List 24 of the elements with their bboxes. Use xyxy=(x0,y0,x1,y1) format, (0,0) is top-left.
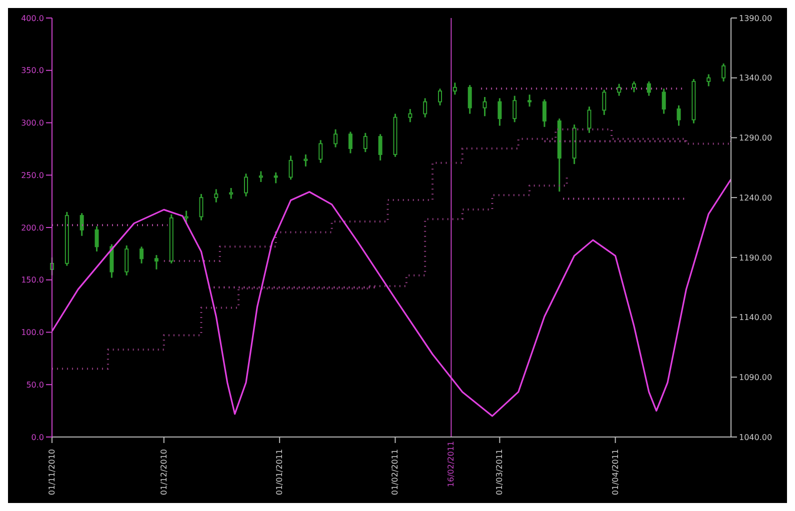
y2-tick-label: 1290.00 xyxy=(739,134,772,143)
y-tick-label: 300.0 xyxy=(21,118,44,128)
y-tick-label: 200.0 xyxy=(21,223,44,232)
x-tick-label: 01/11/2010 xyxy=(48,449,56,496)
y-tick-label: 150.0 xyxy=(21,276,44,285)
y2-tick-label: 1190.00 xyxy=(739,253,772,262)
y2-tick-label: 1340.00 xyxy=(739,74,772,83)
x-tick-label: 01/02/2011 xyxy=(390,449,400,496)
y-tick-label: 400.0 xyxy=(21,14,44,23)
x-tick-label: 01/03/2011 xyxy=(495,449,504,496)
y2-tick-label: 1390.00 xyxy=(739,14,772,23)
x-tick-label: 01/12/2010 xyxy=(159,449,168,496)
y2-tick-label: 1090.00 xyxy=(739,372,772,382)
y2-tick-label: 1140.00 xyxy=(739,313,772,322)
ref-line-label: 16/02/2011 xyxy=(446,441,456,488)
y-tick-label: 250.0 xyxy=(21,170,44,180)
x-tick-label: 01/04/2011 xyxy=(610,449,620,496)
y-tick-label: 100.0 xyxy=(21,328,44,338)
y2-tick-label: 1240.00 xyxy=(739,193,772,202)
x-tick-label: 01/01/2011 xyxy=(275,449,284,496)
y-tick-label: 350.0 xyxy=(21,66,44,76)
y-tick-label: 50.0 xyxy=(26,380,44,390)
y2-tick-label: 1040.00 xyxy=(739,432,772,442)
y-tick-label: 0.0 xyxy=(31,432,44,442)
